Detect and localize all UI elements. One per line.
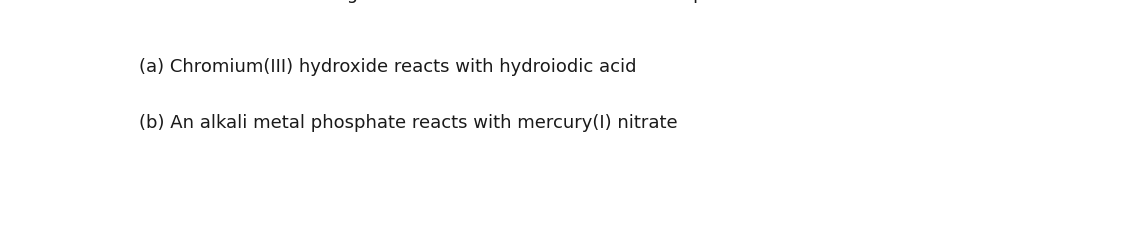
Text: (a) Chromium(III) hydroxide reacts with hydroiodic acid: (a) Chromium(III) hydroxide reacts with … bbox=[138, 59, 637, 76]
Text: for each of the following chemical reactions which occur in aqueous solution:: for each of the following chemical react… bbox=[138, 0, 836, 3]
Text: (b) An alkali metal phosphate reacts with mercury(I) nitrate: (b) An alkali metal phosphate reacts wit… bbox=[138, 114, 677, 132]
